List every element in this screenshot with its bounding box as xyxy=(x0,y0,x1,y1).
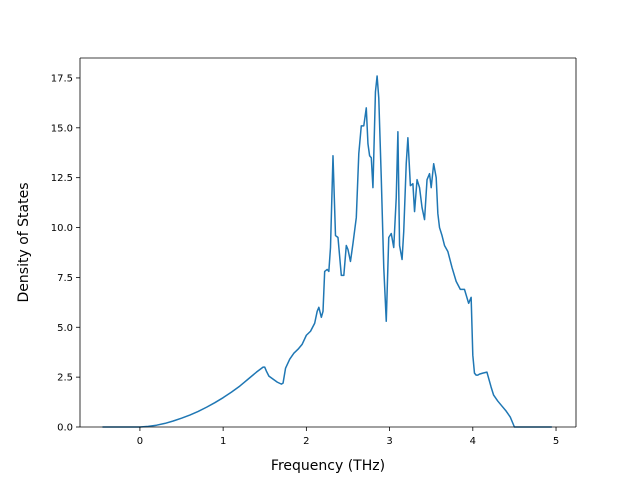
y-tick-label: 17.5 xyxy=(51,73,73,84)
x-tick-label: 4 xyxy=(470,436,476,447)
y-ticks: 0.0 2.5 5.0 7.5 10.0 12.5 15.0 17.5 xyxy=(51,73,80,434)
series-layer xyxy=(102,75,552,428)
x-tick-label: 5 xyxy=(553,436,559,447)
plot-area xyxy=(80,58,576,427)
x-axis-label: Frequency (THz) xyxy=(271,458,385,474)
x-tick-label: 0 xyxy=(137,436,143,447)
y-axis-label: Density of States xyxy=(16,183,32,303)
y-tick-label: 10.0 xyxy=(51,223,73,234)
y-tick-label: 12.5 xyxy=(51,173,73,184)
dos-series-line xyxy=(102,75,552,428)
y-tick-label: 7.5 xyxy=(57,273,73,284)
y-tick-label: 2.5 xyxy=(57,373,73,384)
x-tick-label: 1 xyxy=(220,436,226,447)
x-tick-label: 2 xyxy=(303,436,309,447)
axes-layer xyxy=(79,57,577,428)
x-tick-label: 3 xyxy=(386,436,392,447)
y-tick-label: 0.0 xyxy=(57,423,73,434)
y-tick-label: 5.0 xyxy=(57,323,73,334)
x-ticks: 0 1 2 3 4 5 xyxy=(137,427,559,447)
y-tick-label: 15.0 xyxy=(51,123,73,134)
